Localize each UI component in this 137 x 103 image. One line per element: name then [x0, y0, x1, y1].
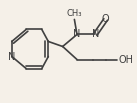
Text: OH: OH [118, 54, 133, 64]
Text: O: O [102, 14, 109, 24]
Text: CH₃: CH₃ [67, 9, 82, 18]
Text: N: N [73, 29, 81, 39]
Text: N: N [8, 52, 15, 61]
Text: N: N [92, 29, 99, 39]
